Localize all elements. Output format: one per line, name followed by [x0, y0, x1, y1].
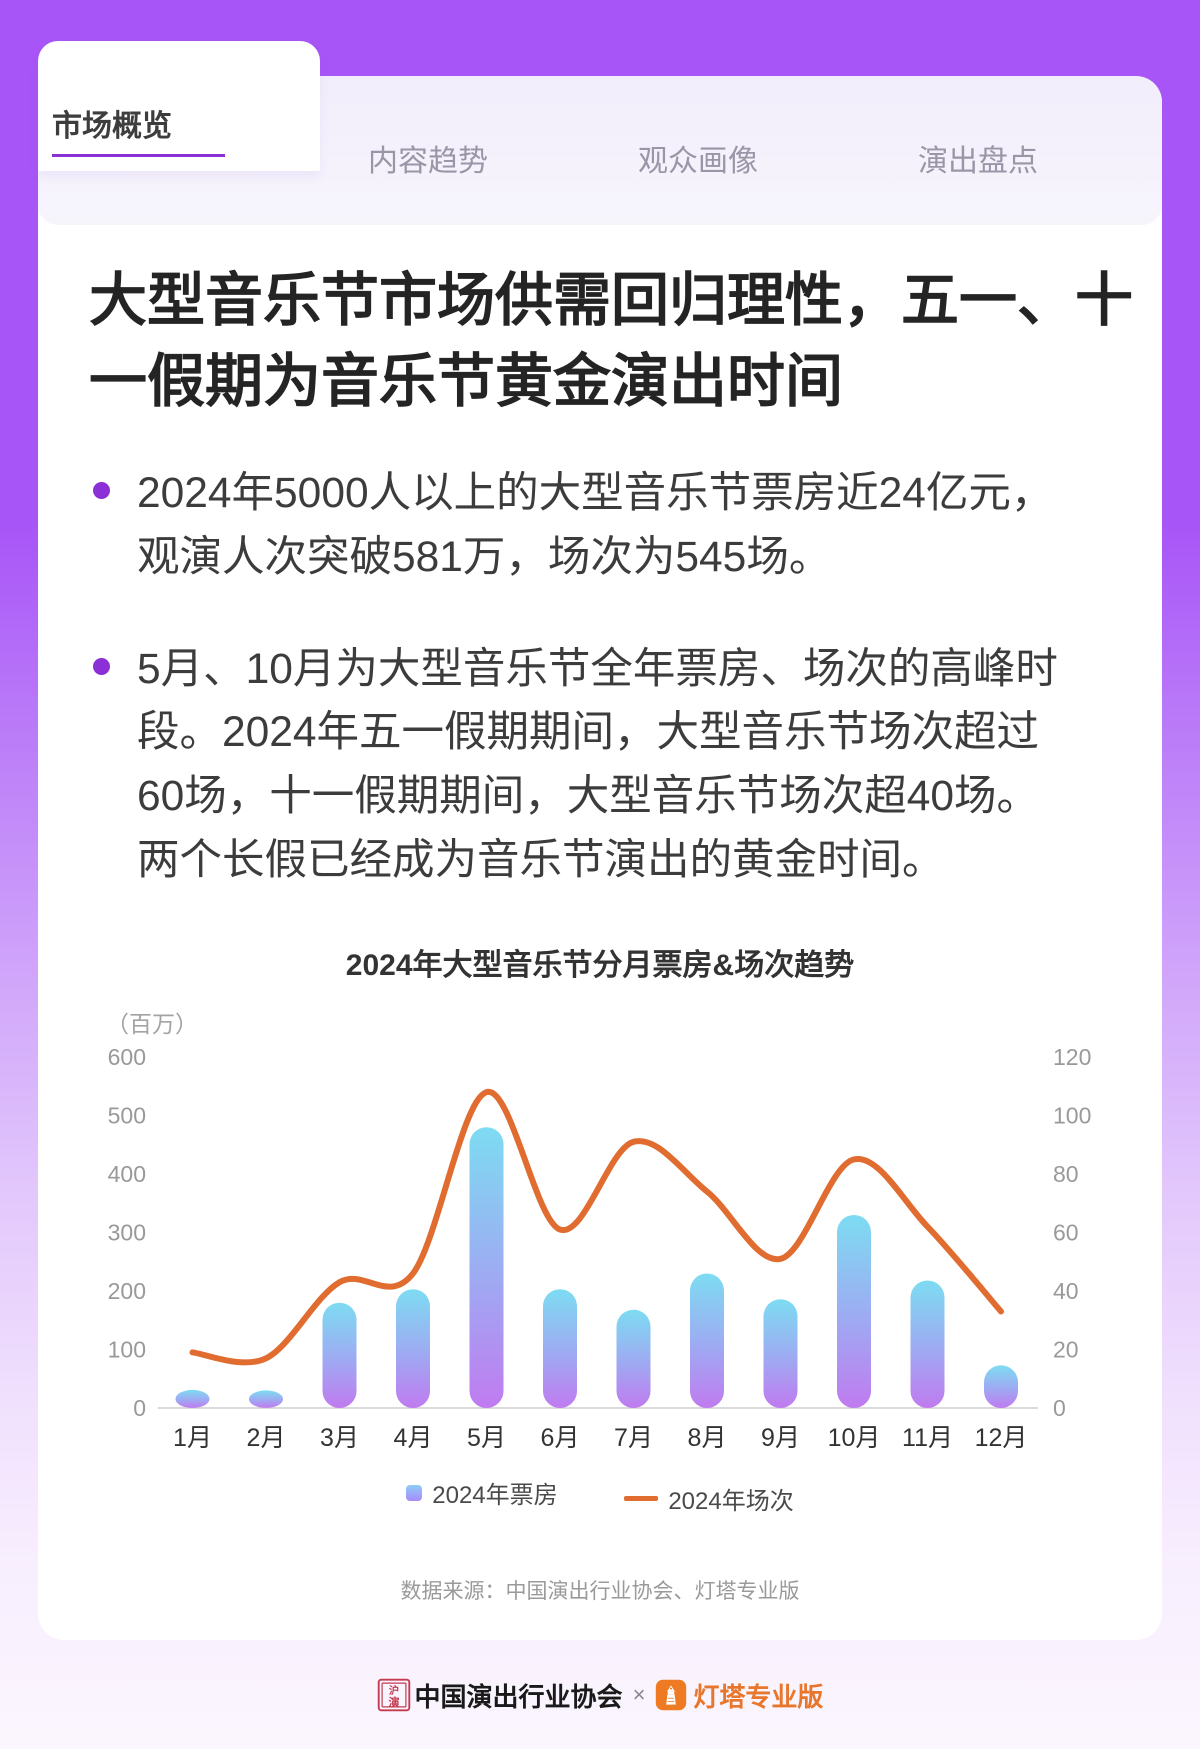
svg-text:600: 600: [108, 1044, 146, 1070]
svg-text:5月: 5月: [467, 1424, 506, 1452]
svg-text:8月: 8月: [688, 1424, 727, 1452]
svg-text:80: 80: [1053, 1161, 1079, 1187]
svg-text:（百万）: （百万）: [106, 1011, 198, 1037]
svg-text:0: 0: [133, 1395, 146, 1421]
svg-text:100: 100: [108, 1337, 146, 1363]
svg-text:沪: 沪: [388, 1684, 398, 1697]
svg-text:2月: 2月: [247, 1424, 286, 1452]
svg-text:12月: 12月: [975, 1424, 1028, 1452]
svg-text:1月: 1月: [173, 1424, 212, 1452]
svg-text:100: 100: [1053, 1103, 1091, 1129]
svg-text:9月: 9月: [761, 1424, 800, 1452]
svg-text:演: 演: [388, 1695, 399, 1709]
svg-text:6月: 6月: [541, 1424, 580, 1452]
svg-text:3月: 3月: [320, 1424, 359, 1452]
svg-text:500: 500: [108, 1103, 146, 1129]
svg-text:300: 300: [108, 1220, 146, 1246]
svg-text:4月: 4月: [394, 1424, 433, 1452]
svg-text:60: 60: [1053, 1220, 1079, 1246]
svg-text:10月: 10月: [828, 1424, 881, 1452]
svg-text:20: 20: [1053, 1337, 1079, 1363]
svg-text:40: 40: [1053, 1278, 1079, 1304]
svg-text:11月: 11月: [902, 1424, 953, 1452]
svg-text:120: 120: [1053, 1044, 1091, 1070]
svg-text:200: 200: [108, 1278, 146, 1304]
svg-text:400: 400: [108, 1161, 146, 1187]
svg-text:0: 0: [1053, 1395, 1066, 1421]
svg-text:7月: 7月: [614, 1424, 653, 1452]
